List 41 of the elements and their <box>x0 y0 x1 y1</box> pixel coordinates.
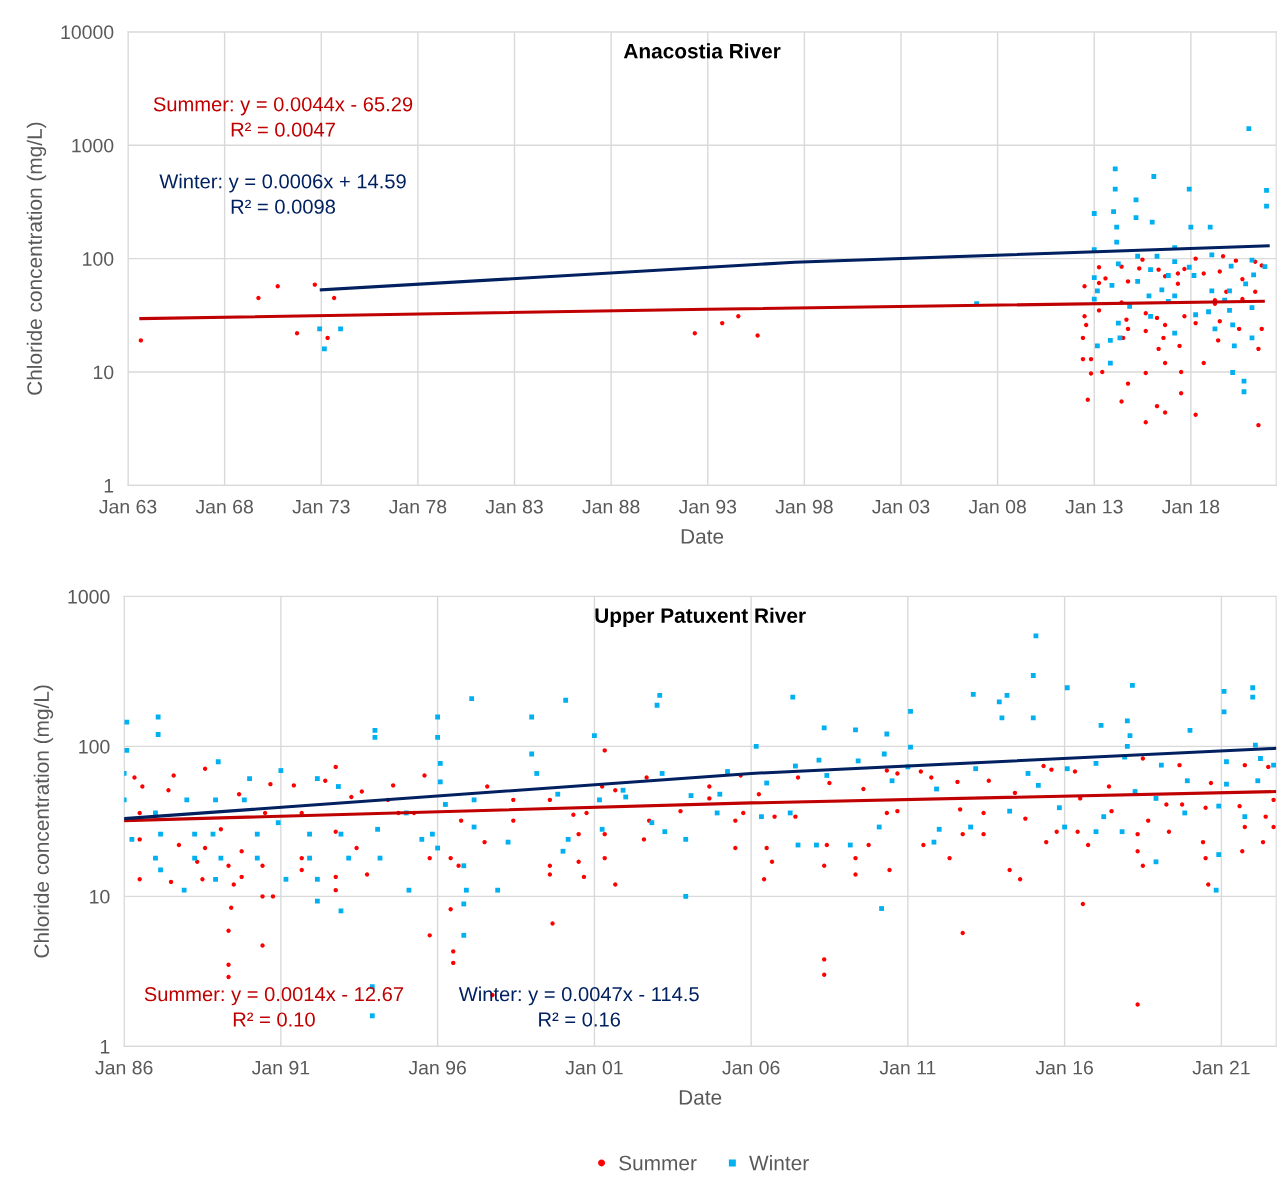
x-tick-label: Jan 16 <box>1035 1060 1093 1075</box>
legend-label: Winter <box>749 1155 809 1171</box>
x-tick-label: Jan 03 <box>872 499 930 514</box>
annotation: Winter: y = 0.0006x + 14.59 R² = 0.0098 <box>159 173 406 214</box>
x-tick-label: Jan 06 <box>722 1060 780 1075</box>
x-tick-label: Jan 73 <box>292 499 350 514</box>
x-tick-label: Jan 18 <box>1161 499 1220 514</box>
x-tick-label: Jan 13 <box>1065 499 1123 514</box>
chart-title: Anacostia River <box>623 43 781 59</box>
x-tick-label: Jan 86 <box>95 1060 153 1075</box>
y-tick-label: 1000 <box>68 589 110 604</box>
x-tick-label: Jan 78 <box>389 499 447 514</box>
y-tick-label: 10000 <box>61 25 114 40</box>
x-axis-title: Date <box>679 1090 722 1105</box>
x-tick-label: Jan 83 <box>485 499 543 514</box>
y-tick-label: 100 <box>79 739 110 754</box>
y-tick-label: 10 <box>90 889 110 904</box>
x-tick-label: Jan 01 <box>565 1060 623 1075</box>
x-tick-label: Jan 96 <box>408 1060 466 1075</box>
x-tick-label: Jan 11 <box>879 1060 936 1075</box>
x-tick-label: Jan 98 <box>775 499 833 514</box>
annotation: Summer: y = 0.0014x - 12.67 R² = 0.10 <box>144 987 404 1027</box>
annotation: Winter: y = 0.0047x - 114.5 R² = 0.16 <box>458 986 699 1027</box>
x-tick-label: Jan 68 <box>195 499 253 514</box>
y-axis-title: Chloride concentration (mg/L) <box>33 685 54 958</box>
y-tick-label: 1 <box>104 479 114 493</box>
x-axis-title: Date <box>681 529 724 544</box>
x-tick-label: Jan 91 <box>252 1060 310 1075</box>
annotation: Summer: y = 0.0044x - 65.29 R² = 0.0047 <box>153 97 413 137</box>
x-tick-label: Jan 08 <box>968 499 1026 514</box>
text: Upper Patuxent River <box>595 607 806 628</box>
y-tick-label: 100 <box>83 252 114 266</box>
y-tick-label: 1000 <box>72 138 114 153</box>
y-tick-label: 1 <box>100 1040 110 1054</box>
y-tick-label: 10 <box>93 365 114 380</box>
x-tick-label: Jan 21 <box>1192 1060 1250 1075</box>
x-tick-label: Jan 93 <box>678 499 737 514</box>
y-axis-title: Chloride concentration (mg/L) <box>26 122 47 395</box>
legend-label: Summer <box>619 1155 697 1171</box>
x-tick-label: Jan 63 <box>99 499 157 514</box>
x-tick-label: Jan 88 <box>582 499 640 514</box>
